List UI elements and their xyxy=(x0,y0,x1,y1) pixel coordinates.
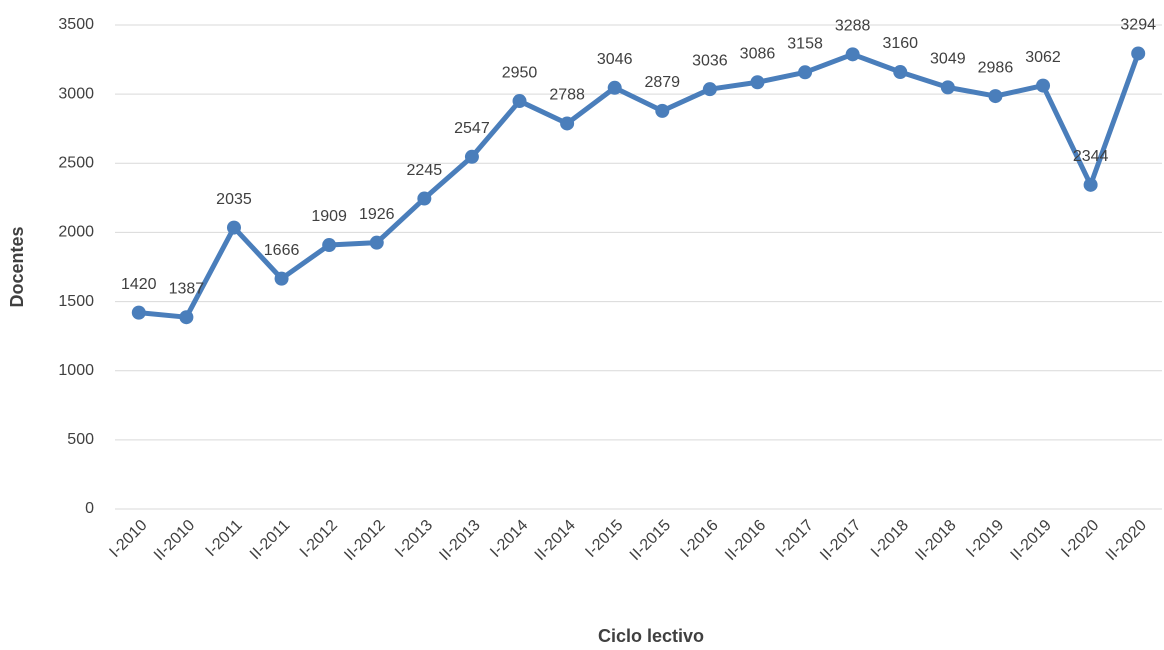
data-label: 3294 xyxy=(1120,17,1156,34)
y-tick-label: 3000 xyxy=(58,85,94,102)
y-tick-label: 2000 xyxy=(58,224,94,241)
data-label: 3049 xyxy=(930,51,966,68)
data-label: 2547 xyxy=(454,120,490,137)
x-tick-label: II-2011 xyxy=(247,517,293,563)
x-tick-label: II-2015 xyxy=(627,517,674,564)
data-label: 3288 xyxy=(835,18,871,35)
point xyxy=(655,103,670,118)
x-tick-label: II-2019 xyxy=(1008,517,1055,564)
point xyxy=(940,80,955,95)
data-label: 3046 xyxy=(597,51,633,68)
point xyxy=(226,220,241,235)
point xyxy=(560,116,575,131)
x-tick-label: II-2010 xyxy=(151,517,198,564)
x-tick-label: II-2020 xyxy=(1103,517,1150,564)
y-tick-label: 2500 xyxy=(58,155,94,172)
x-tick-label: II-2018 xyxy=(912,517,959,564)
x-tick-label: I-2016 xyxy=(678,517,722,561)
data-label: 2344 xyxy=(1073,148,1109,165)
point xyxy=(702,82,717,97)
data-label: 3036 xyxy=(692,52,728,69)
data-label: 1909 xyxy=(311,208,347,225)
point xyxy=(417,191,432,206)
data-label: 1666 xyxy=(264,242,300,259)
x-tick-label: I-2017 xyxy=(773,517,817,561)
x-axis-title: Ciclo lectivo xyxy=(598,626,704,646)
y-tick-label: 0 xyxy=(85,500,94,517)
point xyxy=(322,238,337,253)
point xyxy=(798,65,813,80)
line xyxy=(138,51,1141,320)
data-label: 3086 xyxy=(740,45,776,62)
data-label: 2788 xyxy=(549,87,585,104)
point xyxy=(845,47,860,62)
point xyxy=(1131,46,1146,61)
x-tick-label: I-2014 xyxy=(487,517,531,561)
x-tick-label: I-2011 xyxy=(203,517,246,560)
data-label: 1420 xyxy=(121,276,157,293)
data-label: 2986 xyxy=(978,59,1014,76)
x-tick-label: II-2016 xyxy=(722,517,769,564)
data-label: 1926 xyxy=(359,206,395,223)
point xyxy=(893,65,908,80)
x-tick-label: I-2012 xyxy=(297,517,341,561)
y-tick-label: 500 xyxy=(67,431,94,448)
point xyxy=(750,75,765,90)
x-tick-label: I-2013 xyxy=(392,517,436,561)
x-tick-label: II-2014 xyxy=(532,517,579,564)
x-tick-label: I-2020 xyxy=(1058,517,1102,561)
y-tick-label: 1000 xyxy=(58,362,94,379)
data-label: 2879 xyxy=(644,74,680,91)
point xyxy=(988,89,1003,104)
point xyxy=(464,149,479,164)
x-tick-label: I-2019 xyxy=(963,517,1007,561)
y-axis-title: Docentes xyxy=(7,226,27,307)
y-tick-label: 3500 xyxy=(58,16,94,33)
x-tick-label: I-2018 xyxy=(868,517,912,561)
data-label: 2035 xyxy=(216,191,252,208)
x-tick-label: II-2017 xyxy=(817,517,864,564)
point xyxy=(1036,78,1051,93)
data-label: 1387 xyxy=(169,280,205,297)
point xyxy=(369,235,384,250)
x-tick-label: II-2013 xyxy=(436,517,483,564)
point xyxy=(1083,177,1098,192)
point xyxy=(179,310,194,325)
x-tick-label: I-2010 xyxy=(107,517,151,561)
point xyxy=(607,80,622,95)
x-tick-label: I-2015 xyxy=(582,517,626,561)
x-tick-label: II-2012 xyxy=(341,517,388,564)
y-tick-label: 1500 xyxy=(58,293,94,310)
data-label: 3062 xyxy=(1025,49,1061,66)
point xyxy=(274,271,289,286)
data-label: 2245 xyxy=(407,162,443,179)
point xyxy=(131,305,146,320)
data-label: 3158 xyxy=(787,36,823,53)
data-label: 3160 xyxy=(882,35,918,52)
point xyxy=(512,94,527,109)
data-label: 2950 xyxy=(502,64,538,81)
